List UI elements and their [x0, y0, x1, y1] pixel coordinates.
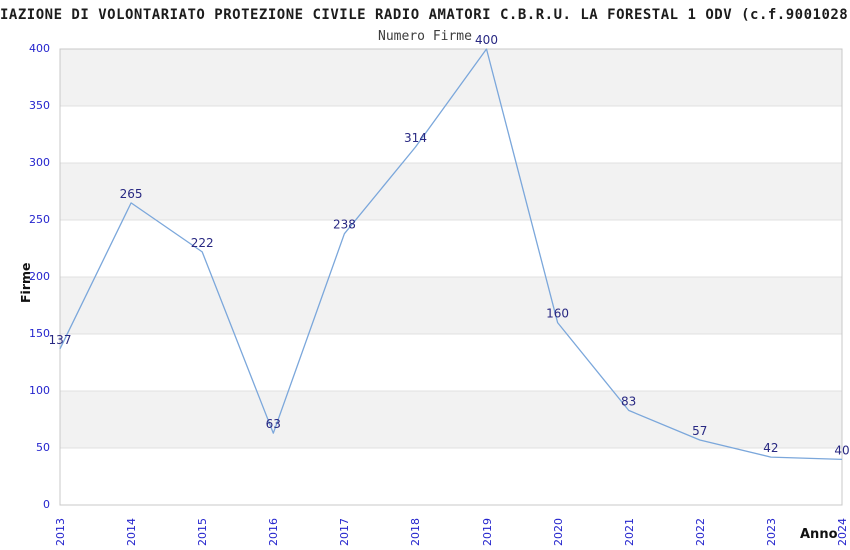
y-tick-label: 350 [29, 99, 50, 112]
y-tick-label: 400 [29, 42, 50, 55]
data-label: 83 [621, 394, 636, 408]
band [60, 163, 842, 220]
data-label: 137 [49, 333, 72, 347]
y-tick-label: 200 [29, 270, 50, 283]
x-axis-label: Anno [800, 527, 838, 542]
data-label: 238 [333, 218, 356, 232]
y-tick-label: 300 [29, 156, 50, 169]
x-tick-label: 2014 [125, 518, 139, 546]
data-label: 42 [763, 441, 778, 455]
data-label: 314 [404, 131, 427, 145]
x-tick-label: 2022 [693, 518, 707, 546]
x-tick-label: 2013 [54, 518, 67, 546]
band [60, 391, 842, 448]
x-tick-label: 2023 [764, 518, 778, 546]
chart-title: IAZIONE DI VOLONTARIATO PROTEZIONE CIVIL… [0, 7, 849, 23]
x-tick-label: 2018 [409, 518, 423, 546]
data-label: 265 [120, 187, 143, 201]
data-label: 160 [546, 307, 569, 321]
x-tick-label: 2017 [338, 518, 352, 546]
chart-subtitle: Numero Firme [378, 29, 472, 44]
y-tick-label: 250 [29, 213, 50, 226]
x-tick-label: 2015 [196, 518, 210, 546]
y-tick-label: 100 [29, 384, 50, 397]
data-label: 57 [692, 424, 707, 438]
y-tick-label: 50 [36, 441, 50, 454]
x-tick-label: 2020 [551, 518, 565, 546]
data-label: 222 [191, 236, 214, 250]
line-series [59, 48, 843, 461]
x-tick-label: 2016 [267, 518, 281, 546]
y-tick-label: 150 [29, 327, 50, 340]
x-tick-label: 2024 [836, 518, 849, 546]
data-label: 400 [475, 33, 498, 47]
plot-border [59, 48, 843, 506]
data-label: 63 [266, 417, 281, 431]
band [60, 49, 842, 106]
data-label: 40 [834, 443, 849, 457]
x-tick-label: 2019 [480, 518, 494, 546]
band [60, 277, 842, 334]
y-tick-label: 0 [43, 498, 50, 511]
x-tick-label: 2021 [622, 518, 636, 546]
